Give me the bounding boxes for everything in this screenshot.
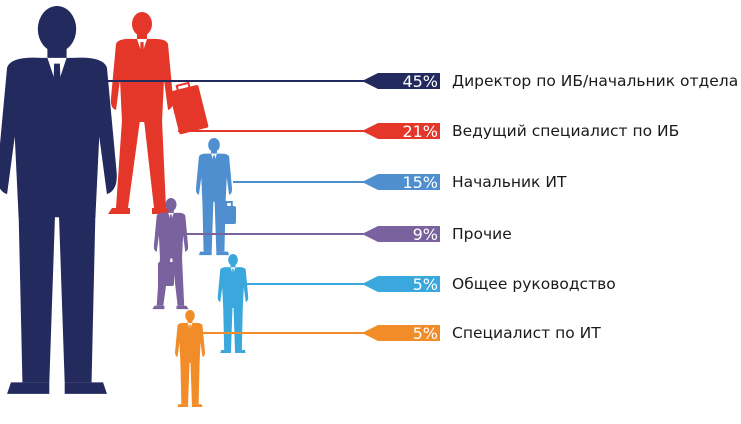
briefcase-handle: [225, 201, 233, 208]
figure-leg: [18, 213, 56, 383]
figure-head-it: [195, 138, 233, 256]
figure-leg: [223, 306, 233, 351]
figure-neck: [211, 150, 217, 155]
figure-shoe: [198, 251, 212, 256]
figure-shoe: [152, 305, 165, 310]
figure-lead-specialist: [108, 12, 174, 214]
bar-badge: [362, 174, 440, 190]
category-label: Ведущий специалист по ИБ: [452, 122, 680, 140]
figure-director: [0, 6, 117, 394]
figure-leg: [202, 200, 214, 252]
value-label: 45%: [402, 72, 438, 91]
bar-badge: [362, 226, 440, 242]
value-label: 21%: [402, 122, 438, 141]
bar-badge: [362, 325, 440, 341]
figure-neck: [168, 209, 174, 214]
figure-shoe: [177, 404, 189, 407]
category-label: Начальник ИТ: [452, 173, 567, 191]
figure-leg: [190, 361, 200, 405]
figure-neck: [47, 46, 67, 62]
figure-leg: [180, 361, 190, 405]
bar-row: 5%: [240, 275, 440, 294]
figure-shoe: [191, 404, 203, 407]
figure-neck: [137, 33, 147, 41]
briefcase-icon: [169, 81, 209, 135]
figure-leg: [233, 306, 243, 351]
figure-torso: [195, 153, 233, 202]
figure-shoe: [64, 382, 107, 394]
value-label: 5%: [413, 324, 438, 343]
figure-others: [152, 198, 189, 310]
figure-shoe: [176, 305, 189, 310]
briefcase-handle: [161, 257, 171, 264]
figure-it-specialist: [175, 310, 205, 407]
figure-head: [208, 138, 220, 152]
bar-badge: [362, 73, 440, 89]
bar-row: 45%: [75, 72, 440, 91]
briefcase-icon: [158, 257, 174, 286]
figure-head: [228, 254, 238, 266]
bar-row: 21%: [178, 122, 440, 141]
figure-torso: [153, 212, 189, 259]
figure-shoe: [108, 208, 130, 214]
figure-leg: [172, 257, 185, 306]
figure-head: [37, 6, 77, 53]
figure-tie: [169, 214, 173, 234]
figure-head: [132, 12, 152, 36]
bar-rows: 45% 21% 15% 9% 5% 5%: [75, 72, 440, 343]
figure-tie: [212, 155, 216, 176]
category-label: Директор по ИБ/начальник отдела: [452, 72, 739, 90]
figure-neck: [187, 320, 193, 324]
bar-row: 15%: [233, 173, 440, 192]
category-label: Общее руководство: [452, 275, 616, 293]
figure-tie: [139, 42, 145, 76]
figure-leg: [144, 120, 166, 208]
bar-badge: [362, 276, 440, 292]
figure-leg: [58, 213, 96, 383]
briefcase-handle: [175, 81, 191, 92]
figure-head: [185, 310, 195, 322]
briefcase-body: [158, 262, 174, 286]
people-silhouettes: [0, 6, 249, 407]
value-label: 15%: [402, 173, 438, 192]
figure-shoe: [7, 382, 50, 394]
figure-shoe: [220, 350, 232, 353]
figure-torso: [0, 57, 117, 218]
figure-management: [217, 254, 249, 353]
category-label: Прочие: [452, 225, 512, 243]
figure-neck: [230, 264, 236, 269]
figure-head: [165, 198, 177, 212]
value-label: 5%: [413, 275, 438, 294]
figure-torso: [217, 267, 249, 308]
briefcase-icon: [222, 201, 236, 224]
figure-tie: [188, 324, 192, 341]
briefcase-body: [169, 85, 209, 135]
figure-tie: [231, 268, 235, 286]
figure-tie: [52, 63, 62, 129]
bar-row: 5%: [196, 324, 440, 343]
briefcase-body: [222, 206, 236, 224]
category-label: Специалист по ИТ: [452, 324, 601, 342]
figure-shoe: [234, 350, 246, 353]
figure-shoe: [216, 251, 230, 256]
figure-leg: [116, 120, 140, 208]
value-label: 9%: [413, 225, 438, 244]
bar-row: 9%: [178, 225, 440, 244]
bar-badge: [362, 123, 440, 139]
